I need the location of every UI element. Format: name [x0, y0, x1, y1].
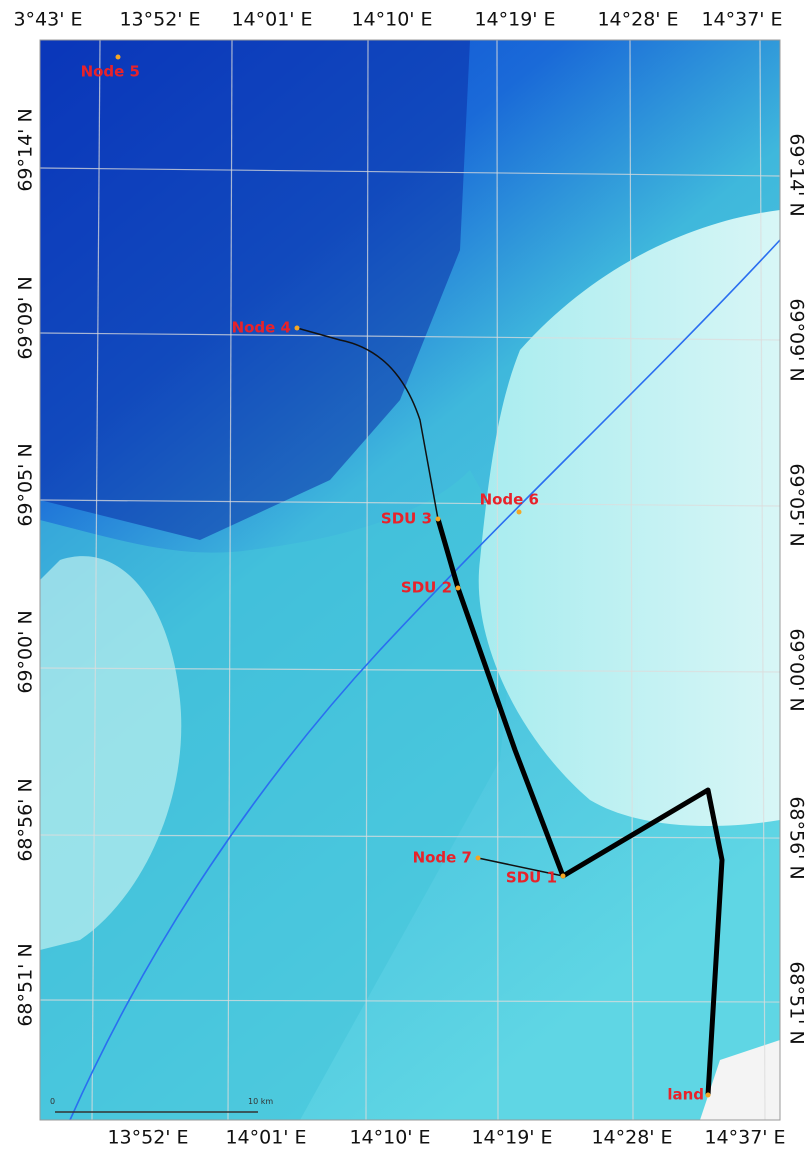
node-marker [294, 325, 300, 331]
scale-end: 10 km [248, 1097, 273, 1106]
right-axis-label: 69°00' N [786, 628, 808, 711]
map-frame [39, 39, 781, 1121]
node-label: SDU 1 [506, 869, 557, 887]
labels: 3°43' E 13°52' E 14°01' E 14°10' E 14°19' E 1… [13, 9, 807, 1149]
node-label: Node 6 [480, 491, 539, 509]
right-axis-label: 69°05' N [786, 463, 808, 546]
left-axis-label: 68°51' N [15, 943, 37, 1026]
bottom-axis-label: 14°37' E [704, 1127, 785, 1149]
scale-start: 0 [50, 1097, 55, 1106]
bottom-axis-label: 14°01' E [225, 1127, 306, 1149]
left-axis-label: 69°14' N [15, 108, 37, 191]
route-line [69, 239, 780, 1120]
top-axis-label: 14°19' E [474, 9, 555, 31]
bottom-axis-label: 14°10' E [349, 1127, 430, 1149]
right-axis-label: 69°09' N [786, 298, 808, 381]
node-label: SDU 2 [401, 579, 452, 597]
bottom-axis-label: 14°28' E [591, 1127, 672, 1149]
coast [700, 1040, 780, 1120]
top-axis-label: 14°37' E [701, 9, 782, 31]
node-marker [560, 873, 566, 879]
cable-thin [296, 327, 439, 520]
node-marker [475, 855, 481, 861]
left-axis-label: 68°56' N [15, 778, 37, 861]
top-axis-label: 3°43' E [13, 9, 82, 31]
deep-basin [40, 40, 470, 540]
top-axis-label: 13°52' E [119, 9, 200, 31]
node-label: SDU 3 [381, 510, 432, 528]
node-label: Node 5 [81, 63, 140, 81]
node-label: Node 4 [232, 319, 291, 337]
node-marker [455, 585, 461, 591]
right-axis-label: 68°56' N [786, 796, 808, 879]
top-axis-label: 14°10' E [351, 9, 432, 31]
map-area: 0 10 km [40, 40, 780, 1120]
bottom-axis-label: 13°52' E [107, 1127, 188, 1149]
node-marker [115, 54, 121, 60]
node-label: Node 7 [413, 849, 472, 867]
left-axis-label: 69°05' N [15, 443, 37, 526]
ridge [40, 556, 182, 950]
node-marker [705, 1092, 711, 1098]
top-axis-label: 14°28' E [597, 9, 678, 31]
bottom-axis-label: 14°19' E [471, 1127, 552, 1149]
left-axis-label: 69°09' N [15, 276, 37, 359]
node-marker [516, 509, 522, 515]
scale-bar: 0 10 km [50, 1097, 273, 1113]
graticule [40, 40, 780, 1120]
node-marker [435, 516, 441, 522]
node-label: land [667, 1086, 704, 1104]
right-axis-label: 69°14' N [786, 133, 808, 216]
right-axis-label: 68°51' N [786, 961, 808, 1044]
cable-branch [477, 857, 564, 877]
top-axis-label: 14°01' E [231, 9, 312, 31]
left-axis-label: 69°00' N [15, 610, 37, 693]
